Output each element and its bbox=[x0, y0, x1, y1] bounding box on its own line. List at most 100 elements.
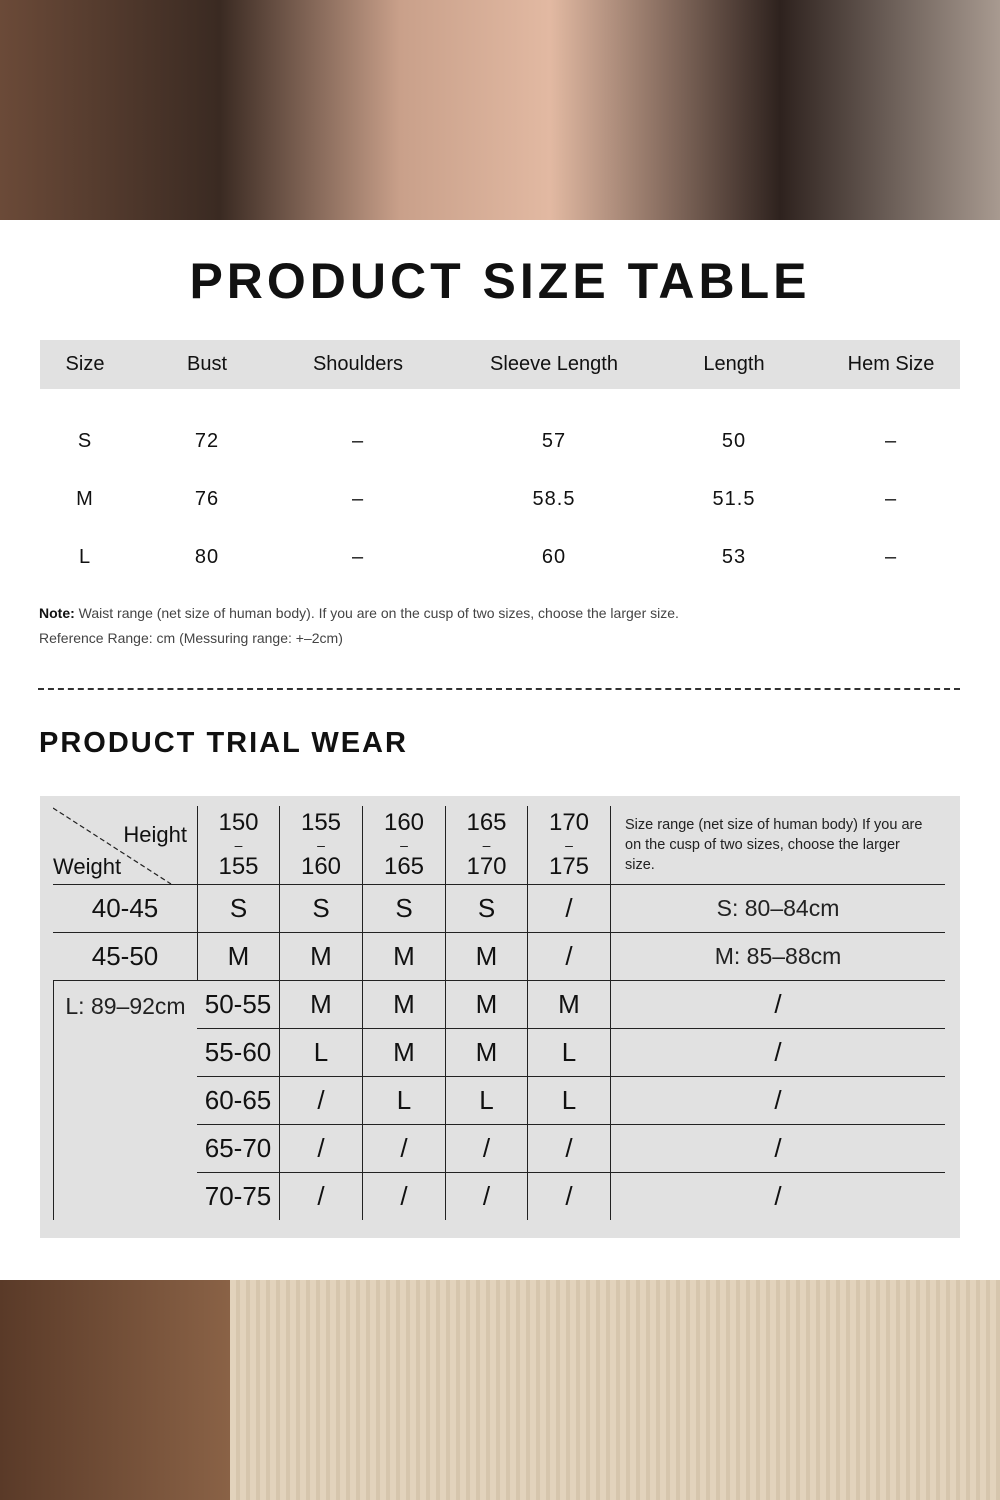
weight-cell: 45-50 bbox=[53, 932, 197, 980]
size-cell: S bbox=[279, 884, 362, 932]
column-header: Bust bbox=[186, 353, 228, 375]
table-cell: – bbox=[884, 430, 898, 452]
size-cell: M bbox=[445, 980, 527, 1028]
size-cell: / bbox=[527, 884, 610, 932]
size-cell: L bbox=[279, 1028, 362, 1076]
table-cell: – bbox=[351, 488, 365, 510]
height-to: 175 bbox=[548, 853, 590, 880]
model-photo-top bbox=[0, 0, 1000, 220]
weight-cell: 55-60 bbox=[197, 1028, 279, 1076]
dash: – bbox=[400, 837, 408, 853]
height-from: 150 bbox=[218, 809, 259, 836]
size-cell: M bbox=[362, 980, 445, 1028]
model-photo-bottom bbox=[0, 1280, 1000, 1500]
size-cell: / bbox=[362, 1172, 445, 1220]
size-cell: L bbox=[362, 1076, 445, 1124]
height-from: 155 bbox=[300, 809, 342, 836]
table-cell: – bbox=[884, 546, 898, 568]
size-cell: / bbox=[610, 1124, 945, 1172]
size-cell: M bbox=[279, 932, 362, 980]
size-cell: S bbox=[197, 884, 279, 932]
weight-cell: 60-65 bbox=[197, 1076, 279, 1124]
height-to: 170 bbox=[466, 853, 507, 880]
table-cell: L bbox=[78, 546, 92, 568]
column-header: Size bbox=[65, 353, 105, 375]
table-cell: – bbox=[351, 430, 365, 452]
column-header: Length bbox=[703, 353, 765, 375]
size-cell: L bbox=[527, 1076, 610, 1124]
size-table-header bbox=[40, 340, 960, 389]
size-cell: / bbox=[279, 1124, 362, 1172]
size-cell: M bbox=[527, 980, 610, 1028]
table-cell: 58.5 bbox=[532, 488, 576, 510]
table-cell: 53 bbox=[721, 546, 747, 568]
weight-label: Weight bbox=[53, 854, 122, 879]
size-cell: M bbox=[197, 932, 279, 980]
size-cell: / bbox=[279, 1172, 362, 1220]
weight-cell: 65-70 bbox=[197, 1124, 279, 1172]
table-cell: 51.5 bbox=[712, 488, 756, 510]
size-cell: / bbox=[279, 1076, 362, 1124]
height-from: 160 bbox=[383, 809, 425, 836]
weight-cell: 70-75 bbox=[197, 1172, 279, 1220]
size-cell: L bbox=[527, 1028, 610, 1076]
height-to: 165 bbox=[383, 853, 425, 880]
size-cell: S bbox=[445, 884, 527, 932]
size-cell: M bbox=[445, 932, 527, 980]
dash: – bbox=[234, 837, 243, 853]
note: Note: Waist range (net size of human bod… bbox=[39, 605, 679, 621]
table-cell: 57 bbox=[541, 430, 567, 452]
height-header: 165–170 bbox=[445, 806, 527, 884]
size-cell: M bbox=[362, 932, 445, 980]
size-cell: / bbox=[610, 1076, 945, 1124]
size-cell: M bbox=[445, 1028, 527, 1076]
size-cell: / bbox=[445, 1124, 527, 1172]
table-cell: – bbox=[884, 488, 898, 510]
height-to: 160 bbox=[300, 853, 342, 880]
table-cell: 80 bbox=[194, 546, 220, 568]
page-title: PRODUCT SIZE TABLE bbox=[189, 253, 811, 309]
trial-wear-table: Height Weight 150–155 155–160 160–165 165–170… bbox=[40, 796, 960, 1238]
height-header: 160–165 bbox=[362, 806, 445, 884]
size-cell: / bbox=[610, 980, 945, 1028]
size-cell: / bbox=[445, 1172, 527, 1220]
corner-header: Height Weight bbox=[53, 806, 197, 884]
section-title: PRODUCT TRIAL WEAR bbox=[39, 727, 408, 759]
size-cell: / bbox=[610, 1172, 945, 1220]
size-cell: L bbox=[445, 1076, 527, 1124]
size-cell: / bbox=[610, 1028, 945, 1076]
divider bbox=[38, 688, 960, 690]
table-cell: S bbox=[77, 430, 93, 452]
weight-cell: 50-55 bbox=[197, 980, 279, 1028]
table-cell: 76 bbox=[194, 488, 220, 510]
size-range: S: 80–84cm bbox=[610, 884, 945, 932]
note-label: Note: bbox=[39, 605, 75, 621]
height-from: 165 bbox=[466, 809, 507, 836]
size-cell: / bbox=[527, 932, 610, 980]
size-cell: M bbox=[279, 980, 362, 1028]
column-header: Sleeve Length bbox=[490, 353, 618, 375]
size-range: L: 89–92cm bbox=[53, 980, 197, 1220]
height-header: 155–160 bbox=[279, 806, 362, 884]
height-header: 170–175 bbox=[527, 806, 610, 884]
table-cell: M bbox=[76, 488, 94, 510]
table-cell: – bbox=[351, 546, 365, 568]
height-label: Height bbox=[123, 822, 187, 847]
size-cell: M bbox=[362, 1028, 445, 1076]
height-header: 150–155 bbox=[197, 806, 279, 884]
weight-cell: 40-45 bbox=[53, 884, 197, 932]
size-range: M: 85–88cm bbox=[610, 932, 945, 980]
column-header: Shoulders bbox=[312, 353, 404, 375]
height-from: 170 bbox=[548, 809, 590, 836]
table-cell: 72 bbox=[194, 430, 220, 452]
dash: – bbox=[317, 837, 325, 853]
size-cell: / bbox=[527, 1172, 610, 1220]
dash: – bbox=[482, 837, 491, 853]
size-range-note: Size range (net size of human body) If y… bbox=[610, 806, 945, 884]
column-header: Hem Size bbox=[847, 353, 935, 375]
diagonal-line bbox=[53, 807, 172, 884]
note-text: Waist range (net size of human body). If… bbox=[78, 605, 679, 621]
height-to: 155 bbox=[218, 853, 259, 880]
size-cell: / bbox=[362, 1124, 445, 1172]
dash: – bbox=[565, 837, 573, 853]
